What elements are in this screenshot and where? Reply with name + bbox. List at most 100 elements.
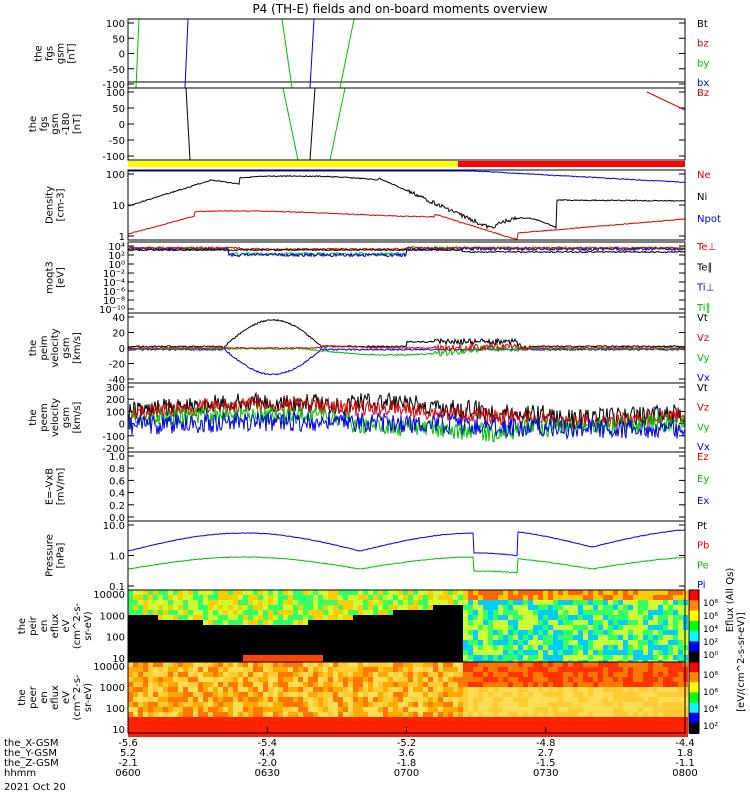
spectrogram-cell — [353, 610, 358, 615]
spectrogram-cell — [343, 610, 348, 615]
spectrogram-cell — [673, 640, 678, 645]
spectrogram-cell — [673, 645, 678, 650]
spectrogram-cell — [433, 615, 438, 620]
spectrogram-cell — [168, 712, 173, 717]
spectrogram-cell — [618, 635, 623, 640]
spectrogram-cell — [623, 620, 628, 625]
spectrogram-cell — [463, 677, 468, 682]
spectrogram-cell — [228, 590, 233, 595]
spectrogram-cell — [338, 640, 343, 645]
spectrogram-cell — [373, 640, 378, 645]
spectrogram-cell — [583, 655, 588, 660]
spectrogram-cell — [558, 677, 563, 682]
spectrogram-cell — [308, 650, 313, 655]
spectrogram-cell — [313, 707, 318, 712]
spectrogram-cell — [528, 682, 533, 687]
spectrogram-cell — [443, 662, 448, 667]
panel-ylabel: the — [28, 409, 39, 425]
spectrogram-cell — [333, 595, 338, 600]
spectrogram-cell — [533, 707, 538, 712]
spectrogram-cell — [228, 697, 233, 702]
spectrogram-cell — [173, 620, 178, 625]
spectrogram-cell — [633, 590, 638, 595]
spectrogram-cell — [528, 727, 533, 732]
spectrogram-cell — [243, 667, 248, 672]
spectrogram-cell — [633, 712, 638, 717]
spectrogram-cell — [603, 712, 608, 717]
spectrogram-cell — [453, 687, 458, 692]
spectrogram-cell — [578, 615, 583, 620]
spectrogram-cell — [323, 640, 328, 645]
spectrogram-cell — [483, 712, 488, 717]
spectrogram-cell — [158, 662, 163, 667]
spectrogram-cell — [233, 595, 238, 600]
spectrogram-cell — [373, 667, 378, 672]
spectrogram-cell — [668, 635, 673, 640]
spectrogram-cell — [313, 630, 318, 635]
spectrogram-cell — [203, 667, 208, 672]
spectrogram-cell — [383, 662, 388, 667]
spectrogram-cell — [438, 655, 443, 660]
spectrogram-cell — [363, 727, 368, 732]
spectrogram-cell — [603, 727, 608, 732]
spectrogram-cell — [358, 610, 363, 615]
spectrogram-cell — [258, 635, 263, 640]
spectrogram-cell — [223, 687, 228, 692]
spectrogram-cell — [608, 682, 613, 687]
spectrogram-cell — [183, 605, 188, 610]
spectrogram-cell — [143, 672, 148, 677]
spectrogram-cell — [518, 727, 523, 732]
spectrogram-cell — [583, 677, 588, 682]
spectrogram-cell — [363, 640, 368, 645]
spectrogram-cell — [203, 707, 208, 712]
spectrogram-cell — [598, 620, 603, 625]
spectrogram-cell — [438, 677, 443, 682]
panel-ylabel: (cm^2-s- — [72, 602, 83, 649]
spectrogram-cell — [468, 732, 473, 737]
spectrogram-cell — [588, 687, 593, 692]
spectrogram-cell — [638, 640, 643, 645]
spectrogram-cell — [308, 590, 313, 595]
spectrogram-cell — [163, 697, 168, 702]
spectrogram-cell — [668, 650, 673, 655]
spectrogram-cell — [478, 655, 483, 660]
spectrogram-cell — [223, 662, 228, 667]
spectrogram-cell — [348, 590, 353, 595]
spectrogram-cell — [658, 620, 663, 625]
spectrogram-cell — [543, 595, 548, 600]
spectrogram-cell — [623, 645, 628, 650]
spectrogram-cell — [163, 640, 168, 645]
spectrogram-cell — [243, 605, 248, 610]
spectrogram-cell — [623, 712, 628, 717]
spectrogram-cell — [228, 692, 233, 697]
spectrogram-cell — [678, 655, 683, 660]
spectrogram-cell — [333, 697, 338, 702]
spectrogram-cell — [658, 662, 663, 667]
spectrogram-cell — [253, 655, 258, 660]
spectrogram-cell — [398, 600, 403, 605]
spectrogram-cell — [283, 692, 288, 697]
spectrogram-cell — [338, 635, 343, 640]
x-tick-label-top: -5.4 — [257, 738, 277, 749]
spectrogram-cell — [533, 595, 538, 600]
spectrogram-cell — [613, 712, 618, 717]
spectrogram-cell — [173, 677, 178, 682]
spectrogram-cell — [198, 692, 203, 697]
spectrogram-cell — [138, 722, 143, 727]
spectrogram-cell — [468, 712, 473, 717]
spectrogram-cell — [338, 722, 343, 727]
spectrogram-cell — [303, 707, 308, 712]
spectrogram-cell — [378, 707, 383, 712]
spectrogram-cell — [398, 727, 403, 732]
spectrogram-cell — [613, 655, 618, 660]
spectrogram-cell — [273, 732, 278, 737]
spectrogram-cell — [488, 640, 493, 645]
spectrogram-cell — [173, 667, 178, 672]
spectrogram-cell — [593, 717, 598, 722]
spectrogram-cell — [283, 640, 288, 645]
spectrogram-cell — [678, 677, 683, 682]
spectrogram-cell — [538, 625, 543, 630]
spectrogram-cell — [428, 640, 433, 645]
spectrogram-cell — [563, 625, 568, 630]
spectrogram-cell — [138, 620, 143, 625]
